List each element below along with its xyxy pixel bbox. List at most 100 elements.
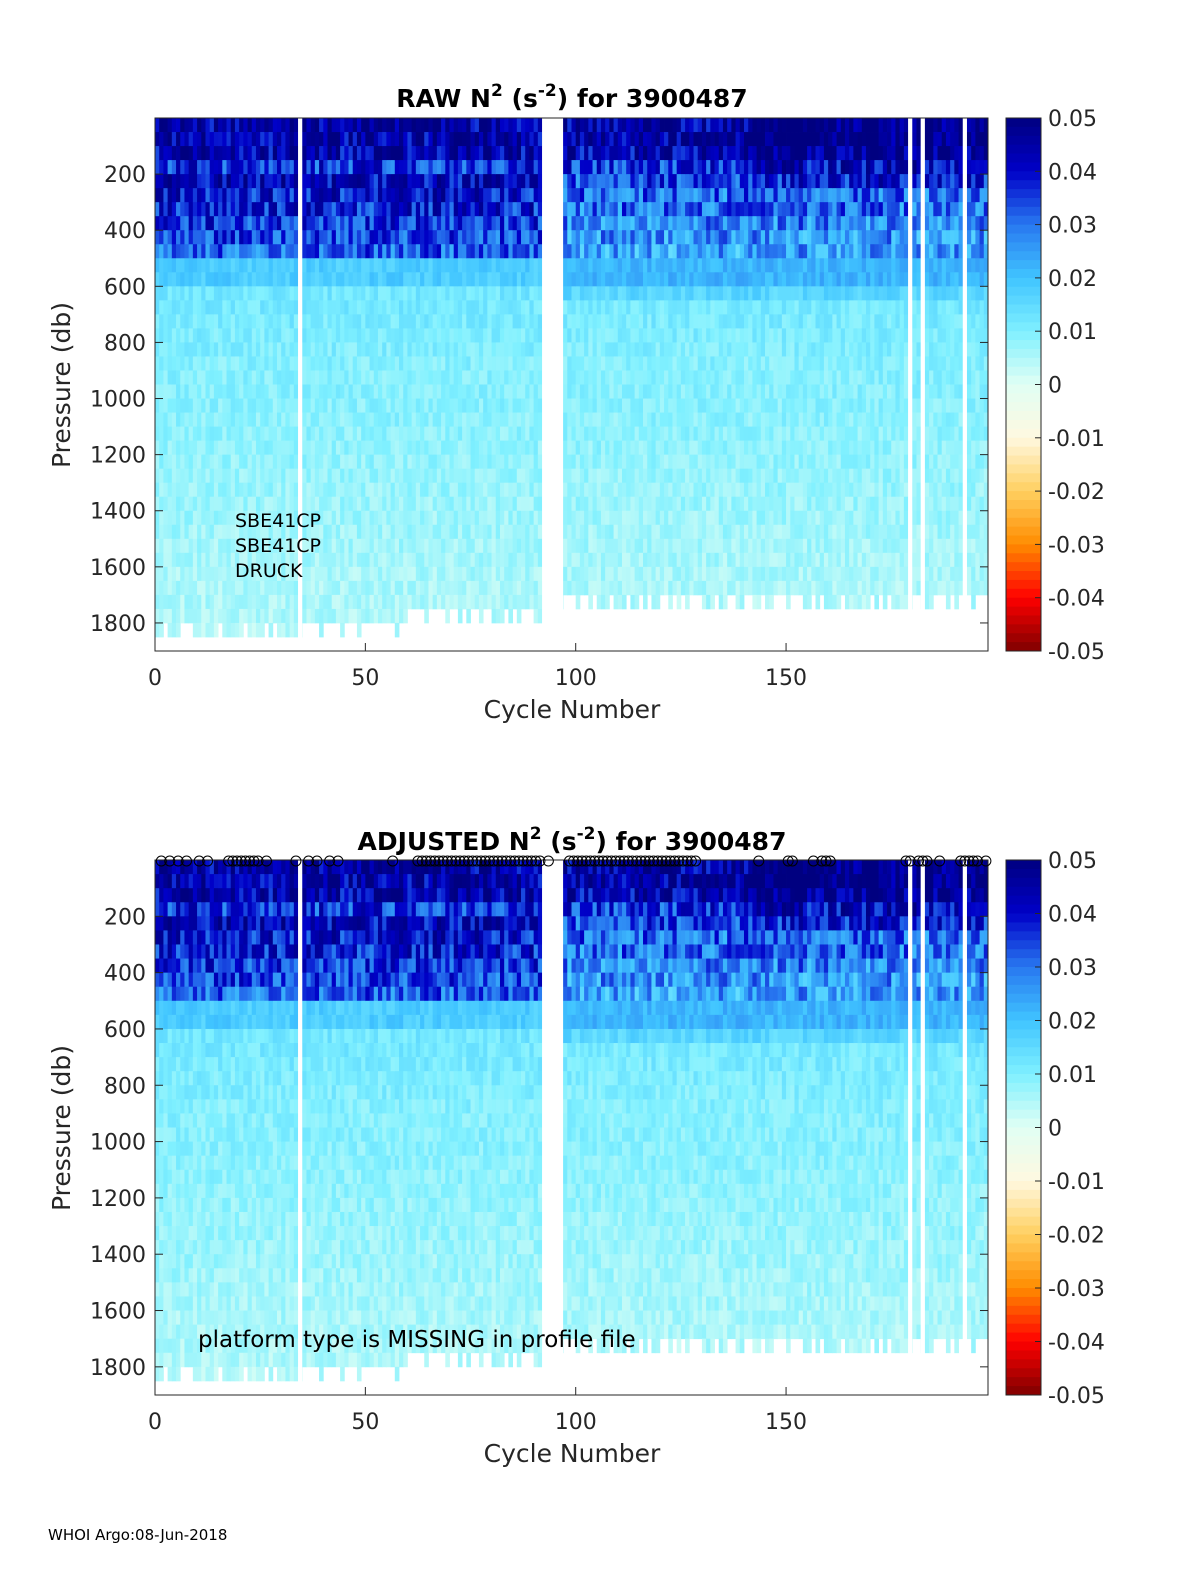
heatmap-cell [689, 258, 694, 273]
heatmap-cell [188, 384, 194, 399]
heatmap-cell [213, 272, 219, 287]
heatmap-cell [592, 440, 598, 456]
heatmap-cell [243, 244, 248, 259]
heatmap-cell [209, 342, 215, 357]
heatmap-cell [239, 188, 244, 203]
heatmap-cell [617, 566, 623, 582]
heatmap-cell [167, 202, 173, 217]
heatmap-cell [491, 538, 497, 554]
heatmap-cell [314, 202, 320, 217]
heatmap-cell [474, 454, 480, 470]
heatmap-cell [588, 216, 593, 231]
heatmap-cell [399, 524, 404, 540]
heatmap-cell [285, 160, 291, 175]
heatmap-cell [634, 202, 640, 217]
heatmap-cell [251, 398, 257, 413]
heatmap-cell [584, 440, 589, 456]
heatmap-cell [243, 300, 248, 315]
heatmap-cell [247, 356, 253, 371]
heatmap-cell [588, 552, 593, 568]
heatmap-cell [319, 286, 324, 301]
heatmap-cell [222, 342, 227, 357]
heatmap-cell [192, 384, 198, 399]
heatmap-cell [323, 538, 328, 554]
heatmap-cell [239, 398, 244, 413]
heatmap-cell [415, 398, 421, 413]
heatmap-cell [613, 146, 619, 161]
heatmap-cell [605, 440, 610, 456]
heatmap-cell [163, 342, 169, 357]
heatmap-cell [171, 440, 177, 456]
heatmap-cell [626, 118, 631, 133]
heatmap-cell [605, 580, 610, 596]
heatmap-cell [403, 412, 408, 427]
heatmap-cell [672, 118, 678, 133]
heatmap-cell [226, 342, 232, 357]
heatmap-cell [399, 230, 404, 245]
heatmap-cell [260, 356, 265, 371]
heatmap-cell [201, 552, 206, 568]
heatmap-cell [445, 426, 450, 442]
heatmap-cell [592, 524, 598, 540]
heatmap-cell [420, 160, 425, 175]
heatmap-cell [171, 342, 177, 357]
heatmap-cell [239, 132, 244, 147]
heatmap-cell [521, 132, 526, 147]
heatmap-cell [411, 202, 417, 217]
heatmap-cell [424, 146, 429, 161]
heatmap-cell [579, 202, 585, 217]
heatmap-cell [735, 314, 741, 329]
heatmap-cell [188, 216, 194, 231]
heatmap-cell [659, 496, 665, 512]
heatmap-cell [403, 482, 408, 498]
heatmap-cell [293, 412, 299, 427]
heatmap-cell [348, 132, 354, 147]
heatmap-cell [731, 342, 736, 357]
heatmap-cell [155, 580, 160, 596]
heatmap-cell [268, 552, 274, 568]
heatmap-cell [230, 174, 236, 189]
heatmap-cell [478, 202, 484, 217]
heatmap-cell [243, 552, 248, 568]
heatmap-cell [621, 496, 627, 512]
heatmap-cell [171, 328, 177, 343]
heatmap-cell [344, 216, 349, 231]
heatmap-cell [323, 286, 328, 301]
heatmap-cell [188, 286, 194, 301]
heatmap-cell [449, 286, 455, 301]
heatmap-cell [167, 370, 173, 385]
heatmap-cell [293, 314, 299, 329]
heatmap-cell [386, 244, 391, 259]
heatmap-cell [512, 160, 518, 175]
heatmap-cell [340, 594, 345, 610]
heatmap-cell [255, 342, 261, 357]
heatmap-cell [192, 468, 198, 484]
heatmap-cell [171, 608, 177, 624]
heatmap-cell [743, 272, 749, 287]
heatmap-cell [171, 370, 177, 385]
heatmap-cell [285, 538, 291, 554]
heatmap-cell [155, 524, 160, 540]
heatmap-cell [701, 412, 707, 427]
heatmap-cell [344, 286, 349, 301]
heatmap-cell [537, 426, 543, 442]
heatmap-cell [407, 202, 413, 217]
heatmap-cell [327, 510, 333, 526]
heatmap-cell [167, 300, 173, 315]
heatmap-cell [155, 300, 160, 315]
heatmap-cell [495, 580, 501, 596]
heatmap-cell [314, 468, 320, 484]
heatmap-cell [340, 202, 345, 217]
heatmap-cell [340, 580, 345, 596]
heatmap-cell [222, 398, 227, 413]
heatmap-cell [197, 454, 202, 470]
heatmap-cell [277, 426, 282, 442]
heatmap-cell [255, 300, 261, 315]
heatmap-cell [281, 118, 286, 133]
heatmap-cell [743, 118, 749, 133]
heatmap-cell [234, 398, 240, 413]
heatmap-cell [403, 230, 408, 245]
heatmap-cell [218, 608, 223, 624]
heatmap-cell [697, 146, 703, 161]
heatmap-cell [340, 566, 345, 582]
